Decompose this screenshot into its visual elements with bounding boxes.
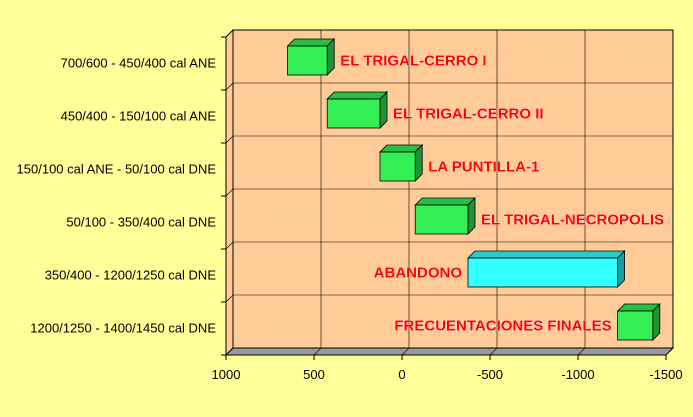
gridlines: [225, 30, 673, 356]
bar-side-face: [379, 91, 388, 129]
x-floor-gridline: [313, 347, 322, 356]
x-tick-label: 1000: [212, 367, 241, 382]
x-floor-gridline: [401, 347, 410, 356]
y-wall-gridline: [225, 241, 234, 250]
x-axis: 1000 500 0 -500 -1000 -1500: [212, 355, 683, 382]
y-wall-gridline: [225, 294, 234, 303]
bar-label: EL TRIGAL-NECROPOLIS: [481, 212, 664, 229]
bar-top-face: [326, 91, 388, 100]
bars: EL TRIGAL-CERRO I EL TRIGAL-CERRO II LA PU…: [286, 38, 664, 341]
bar-front-face: [414, 204, 469, 235]
bar: [467, 250, 626, 288]
x-floor-gridline: [489, 347, 498, 356]
plot-floor: [224, 347, 675, 356]
y-wall-gridline: [225, 135, 234, 144]
bar-side-face: [652, 303, 661, 341]
y-wall-gridline: [225, 188, 234, 197]
bar-side-face: [414, 144, 423, 182]
x-tick-label: 0: [398, 367, 405, 382]
category-label: 50/100 - 350/400 cal DNE: [66, 215, 216, 230]
bar-side-face: [617, 250, 625, 288]
bar-label: EL TRIGAL-CERRO II: [393, 106, 544, 123]
x-tick-label: -1500: [649, 367, 682, 382]
bar-side-face: [326, 38, 335, 76]
category-label: 1200/1250 - 1400/1450 cal DNE: [30, 321, 216, 336]
category-label: 450/400 - 150/100 cal ANE: [61, 109, 217, 124]
bar-front-face: [287, 45, 328, 76]
bar-front-face: [617, 310, 654, 341]
y-axis: 700/600 - 450/400 cal ANE 450/400 - 150/1…: [17, 36, 226, 356]
category-label: 350/400 - 1200/1250 cal DNE: [45, 268, 217, 283]
category-label: 150/100 cal ANE - 50/100 cal DNE: [17, 162, 217, 177]
x-floor-gridline: [577, 347, 586, 356]
category-label: 700/600 - 450/400 cal ANE: [61, 56, 217, 71]
bar-side-face: [467, 197, 476, 235]
bar-label: EL TRIGAL-CERRO I: [340, 53, 486, 70]
bar-top-face: [414, 197, 476, 206]
bar-label: ABANDONO: [374, 265, 463, 282]
y-wall-gridline: [225, 82, 234, 91]
bar-top-face: [286, 38, 336, 47]
bar: [414, 197, 476, 235]
bar: [326, 91, 388, 129]
x-tick-label: -1000: [561, 367, 594, 382]
x-tick-label: 500: [303, 367, 325, 382]
bar-label: LA PUNTILLA-1: [428, 159, 539, 176]
bar: [286, 38, 336, 76]
bar-front-face: [467, 257, 619, 288]
bar-front-face: [326, 98, 381, 129]
x-tick-label: -500: [477, 367, 503, 382]
bar-label: FRECUENTACIONES FINALES: [394, 318, 611, 335]
bar: [379, 144, 424, 182]
bar: [616, 303, 661, 341]
bar-top-face: [467, 250, 626, 259]
bar-front-face: [379, 151, 416, 182]
